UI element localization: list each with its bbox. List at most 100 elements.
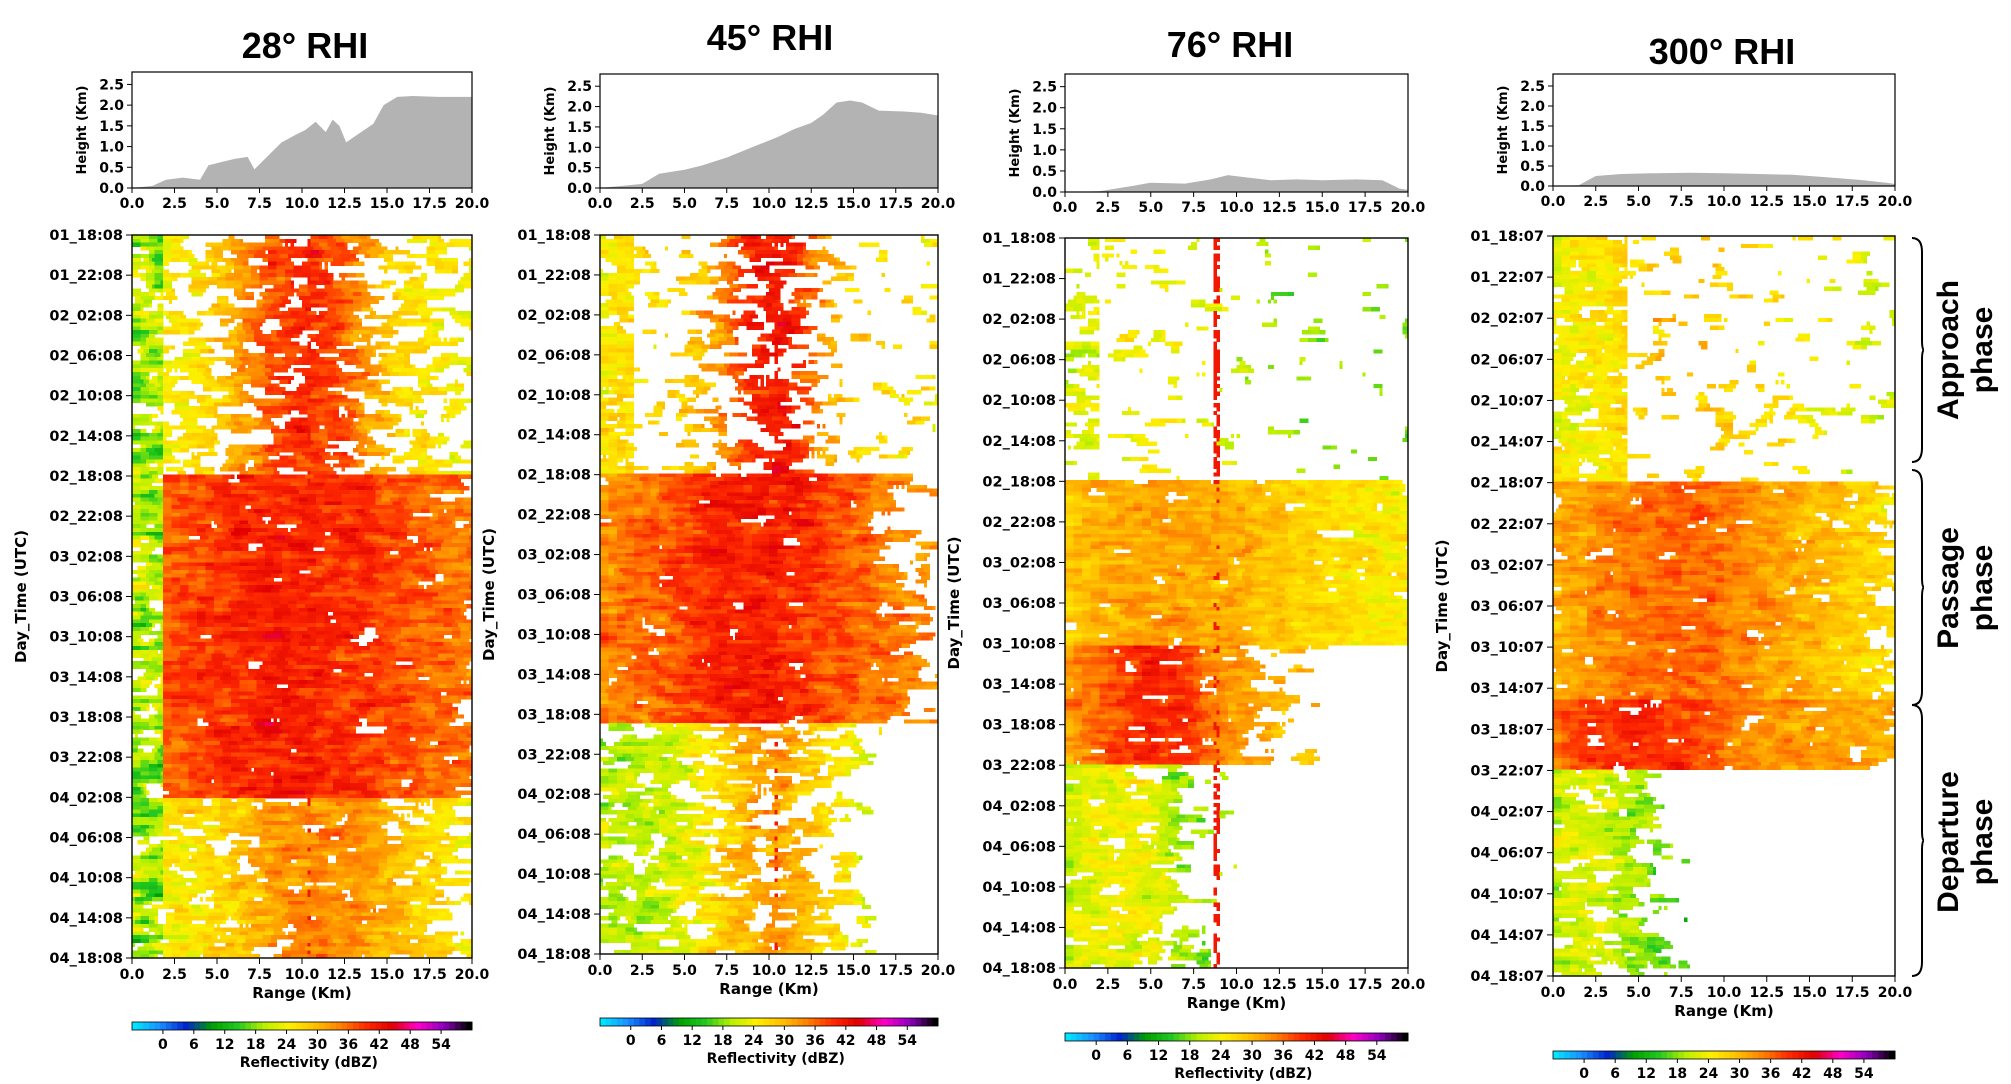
- heatmap-cell: [231, 371, 241, 377]
- heatmap-cell: [239, 463, 246, 468]
- heatmap-cell: [180, 672, 190, 677]
- heatmap-cell: [265, 558, 275, 563]
- heatmap-cell: [180, 508, 190, 514]
- heatmap-cell: [372, 535, 382, 540]
- heatmap-cell: [406, 638, 416, 643]
- heatmap-cell: [205, 664, 215, 670]
- heatmap-cell: [313, 691, 323, 696]
- heatmap-cell: [211, 425, 221, 430]
- heatmap-cell: [160, 425, 164, 430]
- heatmap-cell: [330, 756, 340, 761]
- heatmap-cell: [440, 474, 450, 479]
- heatmap-cell: [404, 478, 413, 483]
- heatmap-cell: [231, 714, 241, 719]
- heatmap-cell: [296, 649, 306, 654]
- heatmap-cell: [316, 596, 326, 601]
- heatmap-cell: [140, 642, 150, 647]
- heatmap-cell: [225, 459, 235, 464]
- heatmap-cell: [435, 615, 445, 620]
- heatmap-cell: [299, 630, 309, 635]
- heatmap-cell: [239, 763, 246, 769]
- heatmap-cell: [290, 744, 300, 750]
- heatmap-cell: [381, 733, 391, 738]
- heatmap-cell: [313, 524, 323, 529]
- heatmap-cell: [387, 398, 396, 403]
- heatmap-cell: [409, 276, 419, 282]
- heatmap-cell: [268, 451, 277, 457]
- heatmap-cell: [222, 748, 232, 753]
- heatmap-cell: [171, 547, 181, 552]
- heatmap-cell: [304, 524, 314, 529]
- heatmap-cell: [316, 699, 326, 704]
- heatmap-cell: [290, 642, 300, 647]
- heatmap-cell: [132, 273, 141, 278]
- heatmap-cell: [452, 760, 462, 765]
- heatmap-cell: [319, 592, 328, 597]
- heatmap-cell: [302, 467, 311, 472]
- heatmap-cell: [330, 573, 340, 578]
- heatmap-cell: [259, 379, 269, 384]
- heatmap-cell: [457, 550, 467, 556]
- heatmap-cell: [443, 539, 453, 544]
- heatmap-cell: [205, 645, 215, 651]
- heatmap-cell: [355, 459, 365, 464]
- heatmap-cell: [469, 276, 473, 282]
- heatmap-cell: [361, 307, 371, 312]
- heatmap-cell: [302, 444, 311, 449]
- heatmap-cell: [273, 482, 283, 487]
- heatmap-cell: [287, 592, 297, 597]
- heatmap-cell: [350, 288, 360, 293]
- heatmap-cell: [327, 436, 337, 441]
- heatmap-cell: [367, 615, 377, 620]
- heatmap-cell: [211, 657, 221, 662]
- heatmap-cell: [302, 425, 309, 430]
- heatmap-cell: [157, 687, 164, 693]
- heatmap-cell: [299, 406, 309, 411]
- heatmap-cell: [222, 596, 232, 601]
- heatmap-cell: [132, 288, 141, 293]
- heatmap-cell: [180, 539, 190, 544]
- heatmap-cell: [171, 630, 181, 635]
- heatmap-cell: [211, 246, 221, 251]
- heatmap-cell: [287, 508, 297, 514]
- heatmap-cell: [355, 676, 365, 681]
- heatmap-cell: [183, 417, 192, 422]
- heatmap-cell: [367, 547, 377, 552]
- heatmap-cell: [197, 440, 207, 445]
- heatmap-cell: [214, 714, 224, 719]
- heatmap-cell: [149, 292, 156, 297]
- heatmap-cell: [418, 611, 428, 616]
- heatmap-cell: [157, 691, 164, 696]
- heatmap-cell: [449, 588, 459, 594]
- heatmap-cell: [132, 516, 141, 521]
- heatmap-cell: [222, 661, 232, 666]
- heatmap-cell: [398, 531, 408, 537]
- heatmap-cell: [231, 588, 241, 594]
- heatmap-cell: [282, 569, 292, 575]
- heatmap-cell: [404, 619, 413, 624]
- heatmap-cell: [239, 767, 249, 772]
- heatmap-cell: [327, 432, 337, 438]
- heatmap-cell: [253, 573, 263, 578]
- heatmap-cell: [375, 611, 385, 616]
- heatmap-cell: [188, 596, 198, 601]
- heatmap-cell: [409, 489, 419, 495]
- heatmap-cell: [188, 760, 198, 765]
- heatmap-cell: [412, 261, 416, 266]
- heatmap-cell: [273, 550, 283, 556]
- heatmap-cell: [469, 265, 473, 270]
- heatmap-cell: [234, 653, 243, 658]
- heatmap-cell: [163, 539, 173, 544]
- heatmap-cell: [299, 288, 309, 293]
- heatmap-cell: [449, 356, 459, 361]
- heatmap-cell: [248, 512, 258, 517]
- heatmap-cell: [426, 714, 436, 719]
- heatmap-cell: [140, 626, 150, 632]
- heatmap-cell: [157, 645, 164, 651]
- heatmap-cell: [256, 642, 266, 647]
- heatmap-cell: [149, 235, 158, 240]
- heatmap-cell: [265, 630, 275, 635]
- heatmap-cell: [180, 410, 190, 415]
- heatmap-cell: [248, 760, 258, 765]
- heatmap-cell: [279, 676, 289, 681]
